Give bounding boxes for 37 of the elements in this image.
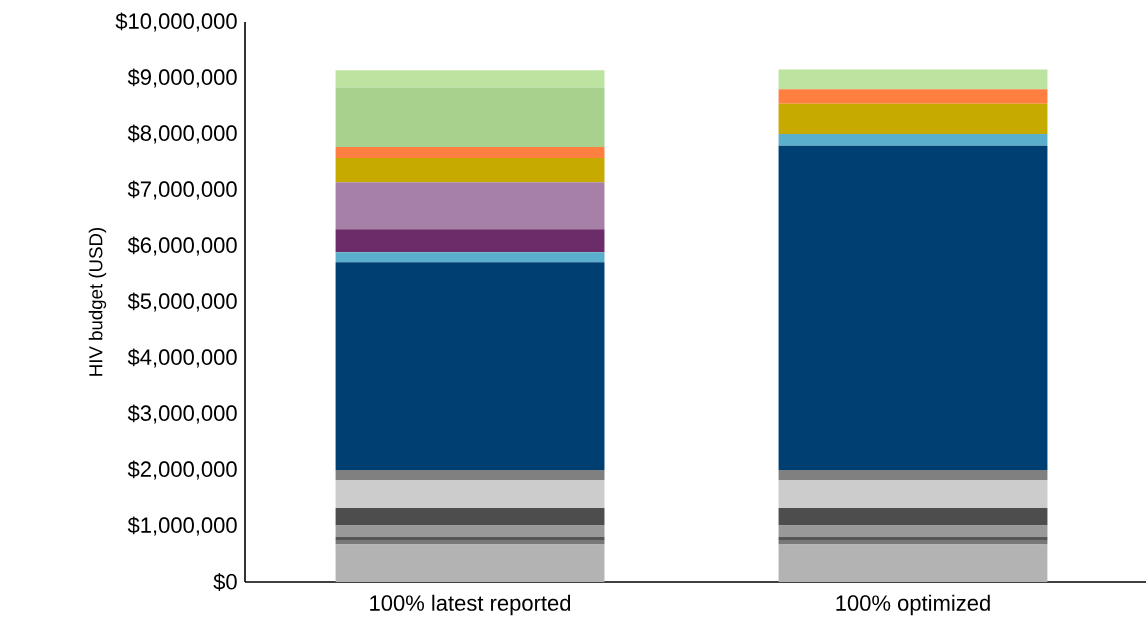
- y-axis-title: HIV budget (USD): [88, 227, 107, 376]
- bar: [335, 70, 605, 88]
- bar: [335, 470, 605, 481]
- y-tick-label: $10,000,000: [115, 12, 237, 32]
- bar: [335, 182, 605, 230]
- bar: [335, 87, 605, 147]
- y-tick-label: $3,000,000: [127, 404, 237, 424]
- bar: [778, 134, 1048, 146]
- y-tick-label: $0: [213, 573, 237, 591]
- y-tick-label: $6,000,000: [127, 236, 237, 256]
- bar: [335, 229, 605, 253]
- x-tick-label: 100% optimized: [836, 594, 990, 616]
- bar: [778, 89, 1048, 104]
- bar: [778, 525, 1048, 537]
- bar: [335, 525, 605, 537]
- bar: [335, 544, 605, 582]
- bar: [335, 252, 605, 263]
- y-tick-label: $1,000,000: [127, 516, 237, 536]
- x-tick-label: 100% latest reported: [370, 594, 571, 616]
- y-tick-label: $7,000,000: [127, 180, 237, 200]
- bar: [778, 103, 1048, 134]
- bar: [335, 508, 605, 526]
- bar: [778, 145, 1048, 470]
- bar: [778, 544, 1048, 582]
- y-tick-label: $9,000,000: [127, 68, 237, 88]
- y-tick-label: $8,000,000: [127, 124, 237, 144]
- bar: [778, 69, 1048, 90]
- bar: [335, 480, 605, 509]
- y-tick-label: $5,000,000: [127, 292, 237, 312]
- bar: [335, 262, 605, 470]
- bar: [778, 480, 1048, 509]
- y-tick-label: $2,000,000: [127, 460, 237, 480]
- bar: [778, 508, 1048, 526]
- bar: [778, 470, 1048, 481]
- bar: [335, 146, 605, 159]
- y-tick-label: $4,000,000: [127, 348, 237, 368]
- bar: [335, 158, 605, 183]
